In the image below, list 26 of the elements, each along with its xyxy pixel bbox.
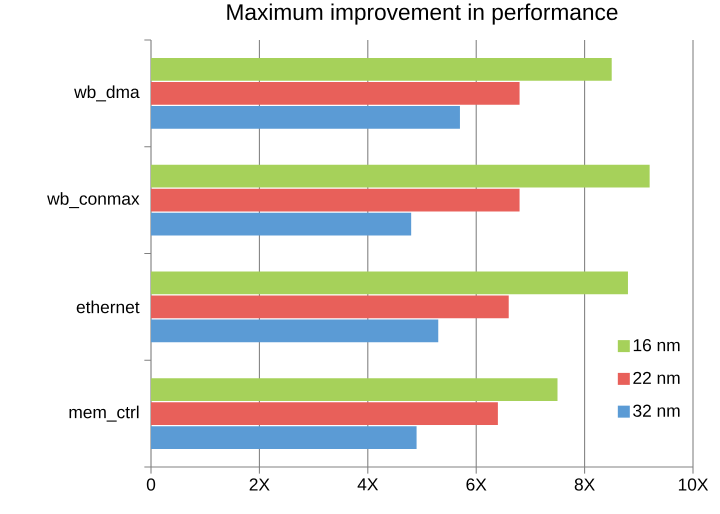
bar — [151, 378, 558, 401]
bar — [151, 402, 498, 425]
y-tick-label: wb_dma — [74, 85, 140, 102]
bar — [151, 272, 628, 294]
bar — [151, 106, 460, 129]
bar — [151, 58, 612, 81]
chart-title: Maximum improvement in performance — [227, 4, 618, 25]
bar — [151, 426, 417, 449]
x-tick-label: 2X — [250, 478, 270, 490]
x-tick-label: 0 — [146, 478, 156, 491]
legend-label: 32 nm — [633, 404, 680, 417]
bar — [151, 212, 412, 236]
x-tick-label: 6X — [466, 478, 486, 491]
x-tick-label: 8X — [574, 478, 595, 491]
bar — [151, 188, 520, 212]
y-tick-label: wb_conmax — [47, 192, 140, 208]
x-tick-label: 4X — [358, 478, 378, 490]
legend-label: 22 nm — [633, 372, 680, 384]
bar — [151, 296, 509, 318]
legend-label: 16 nm — [634, 339, 680, 352]
bar — [151, 164, 650, 188]
y-tick-label: ethernet — [76, 300, 140, 314]
x-tick-label: 10X — [678, 478, 708, 491]
bar — [151, 320, 438, 342]
bar — [151, 82, 520, 105]
y-tick-label: mem_ctrl — [70, 406, 138, 422]
